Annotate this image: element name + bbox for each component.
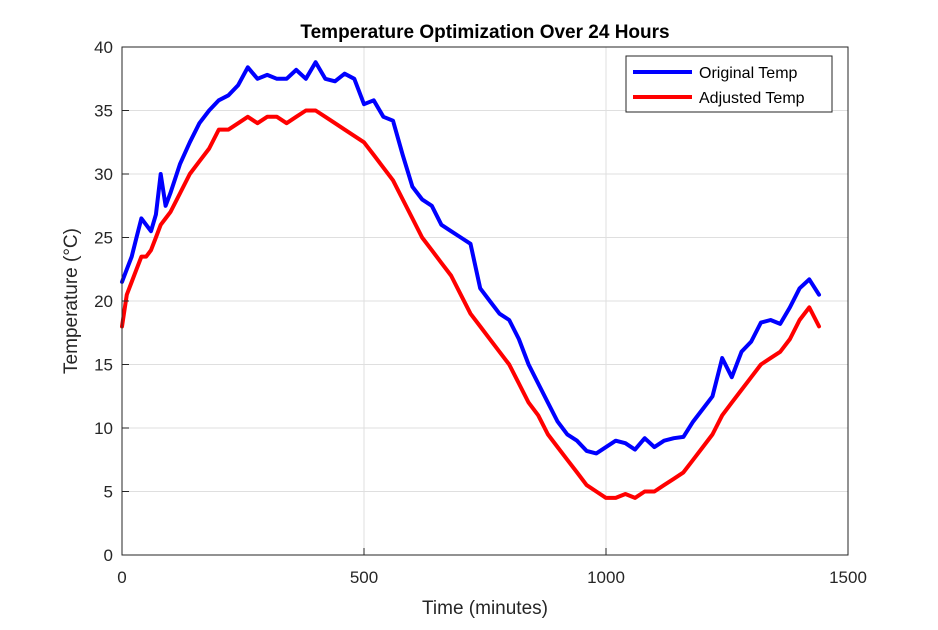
series-line-original-temp bbox=[120, 60, 821, 456]
legend-label-adjusted-temp: Adjusted Temp bbox=[699, 90, 805, 107]
y-tick-label: 15 bbox=[94, 356, 113, 375]
y-tick-label: 30 bbox=[94, 165, 113, 184]
chart-title: Temperature Optimization Over 24 Hours bbox=[300, 22, 669, 43]
legend-box bbox=[625, 55, 833, 113]
x-tick-label: 500 bbox=[350, 568, 378, 587]
y-tick-label: 10 bbox=[94, 419, 113, 438]
x-tick-label: 0 bbox=[117, 568, 126, 587]
y-tick-label: 5 bbox=[104, 483, 113, 502]
x-axis-label: Time (minutes) bbox=[422, 598, 548, 619]
x-tick-label: 1500 bbox=[829, 568, 867, 587]
legend-label-original-temp: Original Temp bbox=[699, 65, 798, 82]
series-line-adjusted-temp bbox=[120, 108, 821, 500]
axis-ticks: 0 500 1000 1500 0 5 10 15 20 25 30 35 40 bbox=[94, 38, 867, 587]
y-tick-label: 0 bbox=[104, 546, 113, 565]
y-tick-label: 20 bbox=[94, 292, 113, 311]
y-tick-label: 25 bbox=[94, 229, 113, 248]
y-tick-label: 35 bbox=[94, 102, 113, 121]
legend: Original Temp Adjusted Temp bbox=[625, 55, 833, 113]
plot-lines bbox=[120, 60, 821, 500]
y-tick-label: 40 bbox=[94, 38, 113, 57]
x-tick-label: 1000 bbox=[587, 568, 625, 587]
y-axis-label: Temperature (°C) bbox=[61, 228, 82, 374]
